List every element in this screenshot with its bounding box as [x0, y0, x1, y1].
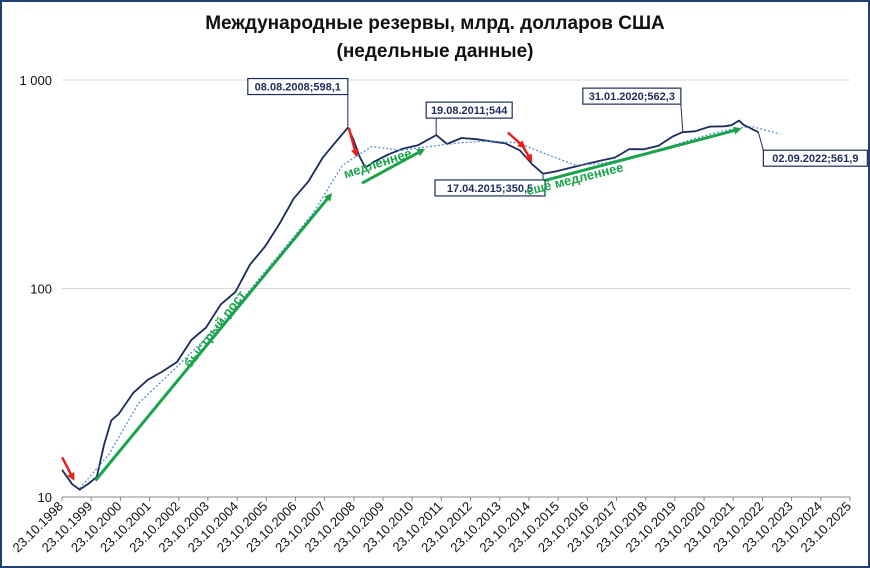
arrow-even-slower	[534, 126, 742, 185]
callout-label: 17.04.2015;350,5	[447, 183, 533, 195]
chart-subtitle: (недельные данные)	[336, 41, 534, 62]
callout-box	[582, 87, 682, 105]
trend-label: быстрый рост	[181, 288, 249, 371]
callout-label: 31.01.2020;562,3	[589, 91, 675, 103]
callout-box	[762, 149, 868, 167]
red-arrow-1998	[61, 456, 75, 481]
series-reserves-line	[61, 119, 759, 491]
callout-box	[247, 77, 349, 96]
callout-label: 08.08.2008;598,1	[255, 82, 341, 94]
arrow-fast-growth	[94, 192, 333, 482]
red-arrow-2014b	[522, 146, 533, 163]
red-arrow-2014a	[507, 131, 526, 149]
y-tick-label: 10	[38, 490, 52, 505]
callout-label: 02.09.2022;561,9	[772, 153, 858, 165]
arrow-slower	[361, 148, 426, 185]
chart-title: Международные резервы, млрд. долларов СШ…	[205, 13, 665, 34]
y-tick-label: 100	[30, 282, 52, 297]
series-trend-line	[79, 125, 781, 489]
callout-leader	[680, 104, 684, 133]
callout-label: 19.08.2011;544	[431, 105, 508, 117]
red-arrow-2008	[347, 127, 359, 158]
callout-leader	[757, 132, 764, 151]
callout-box	[425, 101, 513, 119]
callout-box	[434, 179, 546, 197]
y-tick-label: 1 000	[19, 73, 52, 88]
